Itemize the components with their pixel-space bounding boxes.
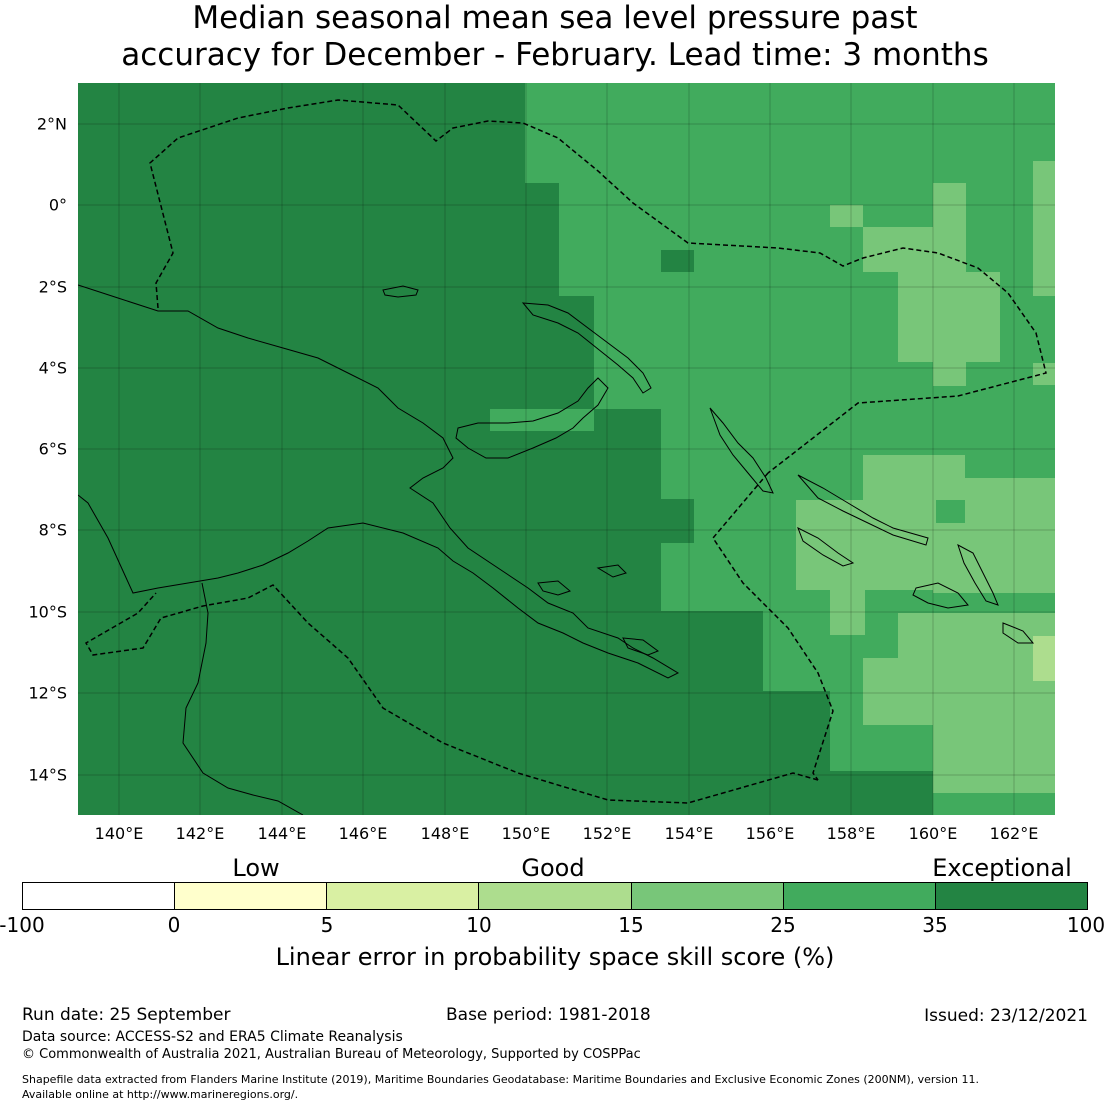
skill-cell xyxy=(525,83,1055,183)
skill-cell xyxy=(933,523,1055,593)
shapefile-credit-2: Available online at http://www.marinereg… xyxy=(22,1088,299,1101)
coastline-guadalcanal xyxy=(912,582,969,609)
shapefile-credit-1: Shapefile data extracted from Flanders M… xyxy=(22,1073,979,1086)
colorbar-category-good: Good xyxy=(521,854,585,882)
coastline-bougainville xyxy=(709,407,774,494)
coastline-malaita xyxy=(957,543,999,606)
skill-cell xyxy=(1033,161,1055,296)
coastline-manus xyxy=(382,285,419,298)
skill-cell xyxy=(863,455,965,500)
colorbar-category-low: Low xyxy=(232,854,280,882)
colorbar-segment xyxy=(327,883,480,909)
skill-cell xyxy=(490,409,594,431)
colorbar-category-exceptional: Exceptional xyxy=(932,854,1072,882)
coastline-makira xyxy=(1002,622,1035,644)
chart-title: Median seasonal mean sea level pressure … xyxy=(0,0,1110,74)
colorbar-segment xyxy=(175,883,328,909)
colorbar-tick: 10 xyxy=(466,913,492,937)
colorbar-tick: 0 xyxy=(167,913,181,937)
lon-label-158e: 158°E xyxy=(826,824,876,843)
data-source: Data source: ACCESS-S2 and ERA5 Climate … xyxy=(22,1029,403,1045)
skill-cells xyxy=(78,83,1055,815)
title-line-1: Median seasonal mean sea level pressure … xyxy=(192,0,918,36)
colorbar-segment xyxy=(935,883,1087,909)
eez-boundaries xyxy=(84,99,1047,804)
title-line-2: accuracy for December - February. Lead t… xyxy=(121,37,989,73)
lon-label-148e: 148°E xyxy=(420,824,470,843)
coastline-new-ireland xyxy=(521,302,652,394)
run-date: Run date: 25 September xyxy=(22,1005,231,1025)
lat-label-0: 0° xyxy=(48,195,67,215)
colorbar-tick: 35 xyxy=(922,913,948,937)
skill-cell xyxy=(965,272,1000,362)
coastline-new-georgia xyxy=(797,526,855,567)
graticule xyxy=(78,83,1055,815)
skill-cell xyxy=(898,272,965,362)
colorbar-tick: 5 xyxy=(320,913,334,937)
coastline-cape-york xyxy=(182,582,304,815)
coastline-trobriand xyxy=(596,564,627,578)
eez-fsm xyxy=(149,99,1047,474)
colorbar-segment xyxy=(783,883,936,909)
lon-label-140e: 140°E xyxy=(94,824,144,843)
lon-label-154e: 154°E xyxy=(664,824,714,843)
lon-label-146e: 146°E xyxy=(338,824,388,843)
coastline-santa-isabel xyxy=(797,474,929,546)
skill-cell xyxy=(830,590,865,635)
colorbar-tick: -100 xyxy=(0,913,45,937)
lat-label-8s: 8°S xyxy=(38,520,67,540)
skill-cell xyxy=(856,771,933,815)
coastlines xyxy=(78,284,1035,815)
lon-label-142e: 142°E xyxy=(175,824,225,843)
lon-label-152e: 152°E xyxy=(582,824,632,843)
colorbar-tick: 25 xyxy=(770,913,796,937)
colorbar-segment xyxy=(631,883,784,909)
skill-cell xyxy=(965,478,1055,523)
lat-label-2s: 2°S xyxy=(38,277,67,297)
skill-cell xyxy=(830,205,863,227)
colorbar-segment xyxy=(23,883,176,909)
map-canvas[interactable] xyxy=(78,83,1055,815)
lat-label-2n: 2°N xyxy=(36,114,67,134)
lon-label-160e: 160°E xyxy=(908,824,958,843)
lat-label-12s: 12°S xyxy=(28,683,67,703)
colorbar-tick: 100 xyxy=(1066,913,1106,937)
coastline-dentrecasteaux xyxy=(537,580,572,596)
coastline-new-britain xyxy=(455,377,609,459)
lon-label-162e: 162°E xyxy=(989,824,1039,843)
colorbar-label: Linear error in probability space skill … xyxy=(275,943,835,971)
skill-cell xyxy=(1033,636,1055,681)
colorbar-segment xyxy=(479,883,632,909)
lat-label-6s: 6°S xyxy=(38,439,67,459)
skill-cell xyxy=(933,183,966,283)
lat-label-4s: 4°S xyxy=(38,358,67,378)
skill-cell xyxy=(933,725,1055,793)
skill-cell xyxy=(661,543,694,589)
copyright: © Commonwealth of Australia 2021, Austra… xyxy=(22,1047,641,1062)
eez-solomon xyxy=(712,472,834,781)
lon-label-150e: 150°E xyxy=(501,824,551,843)
eez-png-south xyxy=(84,584,819,804)
lat-label-10s: 10°S xyxy=(28,602,67,622)
skill-cell xyxy=(863,658,898,725)
skill-map[interactable] xyxy=(78,83,1055,815)
skill-cell xyxy=(933,362,966,386)
coastline-louisiades xyxy=(622,637,660,656)
colorbar-tick: 15 xyxy=(618,913,644,937)
lon-label-156e: 156°E xyxy=(745,824,795,843)
skill-cell xyxy=(661,250,694,272)
skill-cell xyxy=(898,500,933,590)
colorbar xyxy=(22,882,1088,910)
issued-date: Issued: 23/12/2021 xyxy=(924,1006,1088,1026)
lon-label-144e: 144°E xyxy=(257,824,307,843)
skill-cell xyxy=(933,793,1055,815)
base-period: Base period: 1981-2018 xyxy=(446,1005,651,1025)
lat-label-14s: 14°S xyxy=(28,765,67,785)
skill-cell xyxy=(898,613,1055,725)
